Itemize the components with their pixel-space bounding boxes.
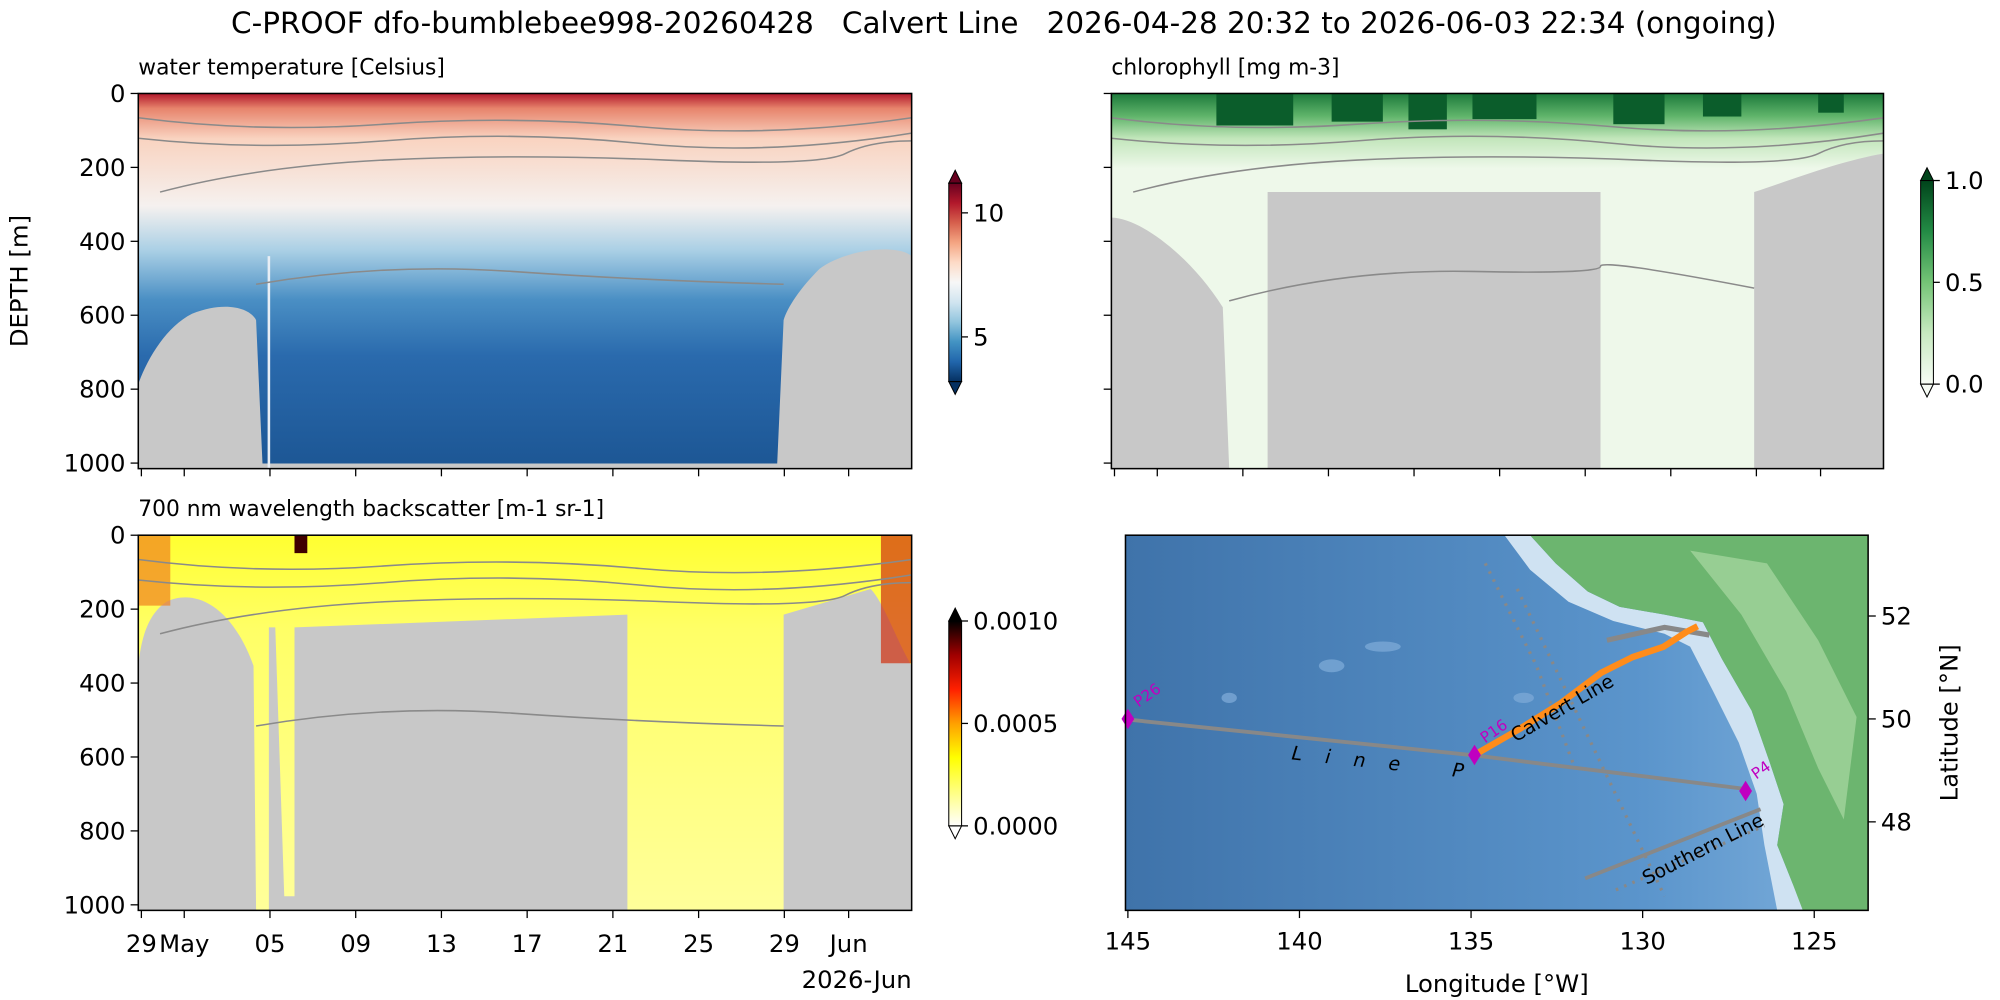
y-tick-label: 400: [79, 227, 125, 256]
colorbar-tick-label: 1.0: [1945, 166, 1984, 195]
colorbar-tick-label: 0.0: [1945, 370, 1984, 399]
colorbar-tick-label: 0.0000: [973, 811, 1058, 840]
plot-frame: [1124, 534, 1869, 912]
x-tick-label: 140: [1276, 927, 1322, 956]
plot-frame: [1110, 92, 1885, 470]
plot-frame: [137, 92, 913, 470]
y-axis-label: Latitude [°N]: [1934, 644, 1963, 801]
colorbar: [948, 620, 962, 826]
contours: [138, 117, 912, 286]
station-marker: [1468, 744, 1481, 766]
x-tick-label: 130: [1619, 927, 1665, 956]
backscatter-field: [138, 535, 912, 911]
x-tick-label: 25: [683, 929, 714, 958]
y-tick-label: 1000: [64, 890, 126, 919]
colorbar: [948, 183, 962, 382]
chlorophyll-field: [1111, 93, 1884, 469]
high-backscatter: [880, 535, 912, 664]
y-tick-label: 600: [79, 742, 125, 771]
subplot-title: water temperature [Celsius]: [138, 55, 445, 80]
colorbar-tick-label: 0.5: [1945, 268, 1984, 297]
colorbar-extend: [947, 607, 963, 622]
colorbar-extend: [1919, 383, 1935, 399]
contours: [1111, 117, 1884, 302]
y-tick-label: 0: [110, 521, 125, 550]
x-tick-label: 17: [512, 929, 543, 958]
subplot-title: 700 nm wavelength backscatter [m-1 sr-1]: [138, 497, 604, 522]
x-tick-label: 135: [1448, 927, 1494, 956]
x-tick-label: May: [159, 929, 209, 958]
station-marker: [1121, 708, 1135, 730]
x-tick-label: 125: [1791, 927, 1837, 956]
station-marker: [1739, 780, 1753, 802]
seamounts: [1221, 641, 1534, 703]
shelf: [1504, 535, 1806, 911]
y-tick-label: 400: [79, 669, 125, 698]
colorbar-extend: [1919, 166, 1935, 182]
high-backscatter: [294, 535, 308, 554]
y-tick-label: 0: [110, 79, 125, 108]
x-tick-label: 29: [126, 929, 157, 958]
chlorophyll-section: [1111, 93, 1884, 469]
colorbar-tick-label: 5: [973, 322, 988, 351]
y-tick-label: 50: [1881, 704, 1912, 733]
x-axis-label: Longitude [°W]: [1405, 969, 1589, 998]
colorbar-tick-label: 10: [973, 198, 1004, 227]
figure-title: C-PROOF dfo-bumblebee998-20260428 Calver…: [231, 6, 1777, 40]
map: [1125, 535, 1869, 911]
high-backscatter: [138, 535, 171, 606]
backscatter-section: [138, 535, 912, 911]
colorbar-extend: [947, 169, 963, 184]
temperature-field: [138, 93, 912, 464]
x-tick-label: 145: [1105, 927, 1151, 956]
y-tick-label: 200: [79, 595, 125, 624]
other-tracks: [1127, 562, 1766, 897]
x-tick-label: 09: [340, 929, 371, 958]
y-tick-label: 600: [79, 301, 125, 330]
x-tick-label: 29: [769, 929, 800, 958]
highlands: [1690, 550, 1857, 820]
colorbar-extend: [947, 825, 963, 840]
x-tick-label: Jun: [828, 929, 868, 958]
temperature-section: [138, 93, 912, 469]
y-axis-label: DEPTH [m]: [5, 215, 34, 347]
x-tick-label: 13: [426, 929, 457, 958]
y-tick-label: 800: [79, 375, 125, 404]
colorbar-extend: [947, 381, 963, 396]
subplot-title: chlorophyll [mg m-3]: [1111, 55, 1339, 80]
colorbar-tick-label: 0.0005: [973, 709, 1058, 738]
glider-track: [1472, 623, 1699, 758]
plot-frame: [137, 534, 913, 912]
y-tick-label: 800: [79, 816, 125, 845]
y-tick-label: 52: [1881, 602, 1912, 631]
x-tick-label: 05: [255, 929, 286, 958]
colorbar-frame: [948, 182, 963, 383]
y-tick-label: 1000: [64, 449, 126, 478]
x-tick-label: 21: [597, 929, 628, 958]
contours: [138, 558, 912, 727]
colorbar-tick-label: 0.0010: [973, 606, 1058, 635]
x-offset-label: 2026-Jun: [802, 965, 912, 994]
colorbar: [1920, 180, 1934, 385]
y-tick-label: 48: [1881, 807, 1912, 836]
y-tick-label: 200: [79, 153, 125, 182]
chlorophyll-patches: [1216, 93, 1844, 130]
